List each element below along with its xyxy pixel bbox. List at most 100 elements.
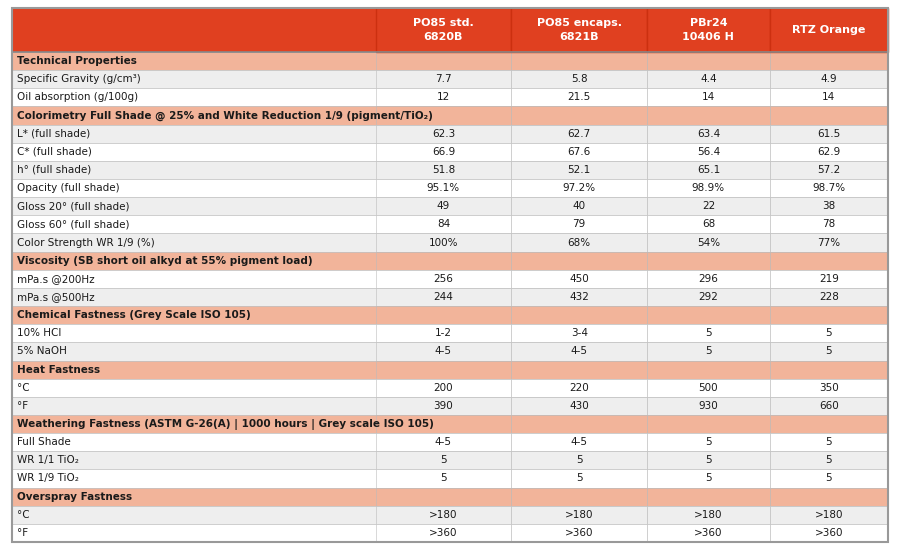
Bar [12, 288, 888, 306]
Text: Color Strength WR 1/9 (%): Color Strength WR 1/9 (%) [17, 238, 155, 248]
Bar [770, 143, 888, 161]
Text: Chemical Fastness (Grey Scale ISO 105): Chemical Fastness (Grey Scale ISO 105) [17, 310, 251, 320]
Text: mPa.s @500Hz: mPa.s @500Hz [17, 292, 94, 302]
Bar [12, 143, 888, 161]
Text: 95.1%: 95.1% [427, 183, 460, 193]
Text: 5: 5 [440, 474, 446, 483]
Text: 450: 450 [570, 274, 590, 284]
Text: PO85 encaps.
6821B: PO85 encaps. 6821B [536, 18, 622, 42]
Text: 5% NaOH: 5% NaOH [17, 346, 67, 356]
Bar [770, 360, 888, 378]
Text: h° (full shade): h° (full shade) [17, 165, 91, 175]
Text: 97.2%: 97.2% [562, 183, 596, 193]
Bar [647, 342, 770, 360]
Text: Opacity (full shade): Opacity (full shade) [17, 183, 120, 193]
Text: mPa.s @200Hz: mPa.s @200Hz [17, 274, 94, 284]
Bar [375, 52, 511, 70]
Bar [770, 234, 888, 252]
Bar [770, 270, 888, 288]
Bar [12, 197, 888, 216]
Text: 5: 5 [825, 474, 833, 483]
Bar [375, 270, 511, 288]
Text: 4.9: 4.9 [821, 74, 837, 84]
Text: 14: 14 [702, 92, 715, 102]
Text: 390: 390 [434, 401, 454, 411]
Bar [647, 288, 770, 306]
Bar [12, 125, 888, 143]
Text: 5.8: 5.8 [571, 74, 588, 84]
Bar [12, 8, 888, 52]
Bar [12, 487, 888, 505]
Bar [511, 270, 647, 288]
Bar [511, 524, 647, 542]
Text: 4.4: 4.4 [700, 74, 716, 84]
Text: Viscosity (SB short oil alkyd at 55% pigment load): Viscosity (SB short oil alkyd at 55% pig… [17, 256, 312, 266]
Text: 98.9%: 98.9% [692, 183, 725, 193]
Text: 67.6: 67.6 [568, 147, 590, 157]
Bar [647, 107, 770, 125]
Bar [375, 288, 511, 306]
Bar [12, 179, 888, 197]
Text: °F: °F [17, 528, 28, 538]
Bar [770, 125, 888, 143]
Bar [12, 378, 888, 397]
Text: 5: 5 [440, 455, 446, 465]
Text: Technical Properties: Technical Properties [17, 56, 137, 66]
Text: RTZ Orange: RTZ Orange [792, 25, 866, 35]
Bar [12, 524, 888, 542]
Text: 21.5: 21.5 [568, 92, 590, 102]
Bar [12, 469, 888, 487]
Bar [647, 360, 770, 378]
Text: 38: 38 [823, 201, 835, 211]
Text: 77%: 77% [817, 238, 841, 248]
Bar [511, 234, 647, 252]
Bar [770, 288, 888, 306]
Bar [770, 487, 888, 505]
Text: 5: 5 [825, 346, 833, 356]
Text: Gloss 60° (full shade): Gloss 60° (full shade) [17, 219, 130, 229]
Bar [770, 52, 888, 70]
Bar [770, 252, 888, 270]
Bar [375, 360, 511, 378]
Bar [770, 324, 888, 342]
Text: PO85 std.
6820B: PO85 std. 6820B [413, 18, 473, 42]
Bar [647, 252, 770, 270]
Text: 68%: 68% [568, 238, 590, 248]
Bar [12, 252, 888, 270]
Bar [375, 89, 511, 107]
Text: 7.7: 7.7 [435, 74, 452, 84]
Bar [770, 469, 888, 487]
Text: 10% HCl: 10% HCl [17, 328, 61, 338]
Text: >180: >180 [429, 510, 458, 520]
Text: Full Shade: Full Shade [17, 437, 71, 447]
Text: 49: 49 [436, 201, 450, 211]
Bar [511, 216, 647, 234]
Bar [375, 252, 511, 270]
Bar [770, 306, 888, 324]
Bar [12, 433, 888, 451]
Bar [511, 433, 647, 451]
Text: 4-5: 4-5 [435, 437, 452, 447]
Text: 68: 68 [702, 219, 715, 229]
Bar [647, 415, 770, 433]
Bar [770, 342, 888, 360]
Text: 296: 296 [698, 274, 718, 284]
Bar [511, 252, 647, 270]
Text: 79: 79 [572, 219, 586, 229]
Text: 51.8: 51.8 [432, 165, 455, 175]
Bar [511, 288, 647, 306]
Text: Colorimetry Full Shade @ 25% and White Reduction 1/9 (pigment/TiO₂): Colorimetry Full Shade @ 25% and White R… [17, 111, 433, 120]
Text: 219: 219 [819, 274, 839, 284]
Bar [12, 306, 888, 324]
Text: 5: 5 [705, 346, 712, 356]
Text: >180: >180 [814, 510, 843, 520]
Bar [511, 179, 647, 197]
Bar [511, 52, 647, 70]
Bar [375, 505, 511, 524]
Text: 56.4: 56.4 [697, 147, 720, 157]
Bar [375, 306, 511, 324]
Text: 930: 930 [698, 401, 718, 411]
Bar [770, 505, 888, 524]
Bar [770, 179, 888, 197]
Bar [647, 125, 770, 143]
